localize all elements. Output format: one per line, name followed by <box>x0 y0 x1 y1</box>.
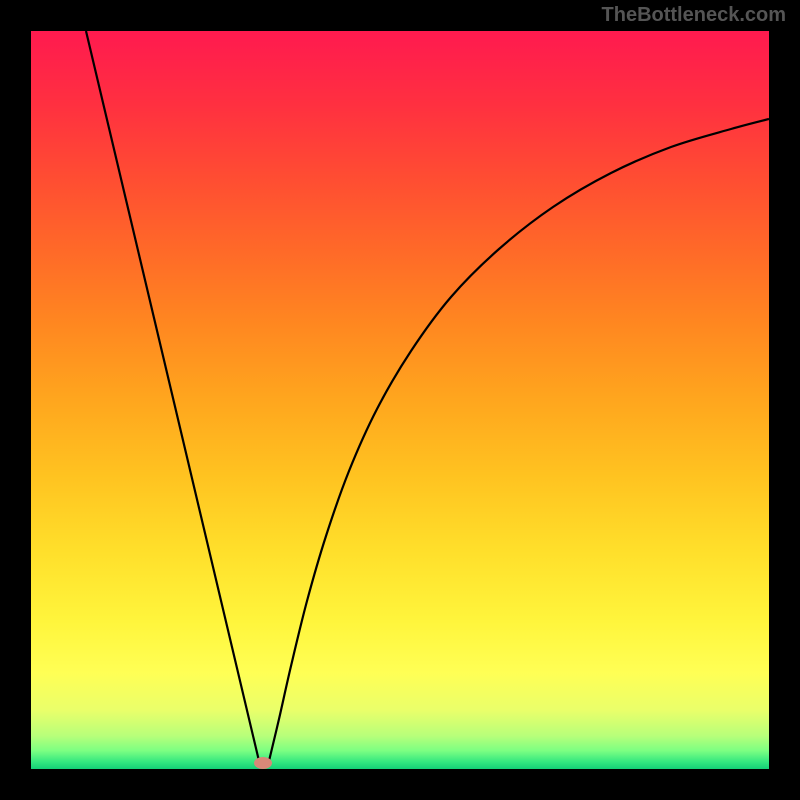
plot-area <box>31 31 769 769</box>
attribution-label: TheBottleneck.com <box>602 4 786 27</box>
bottleneck-curve <box>31 31 769 769</box>
vertex-marker <box>254 757 272 769</box>
